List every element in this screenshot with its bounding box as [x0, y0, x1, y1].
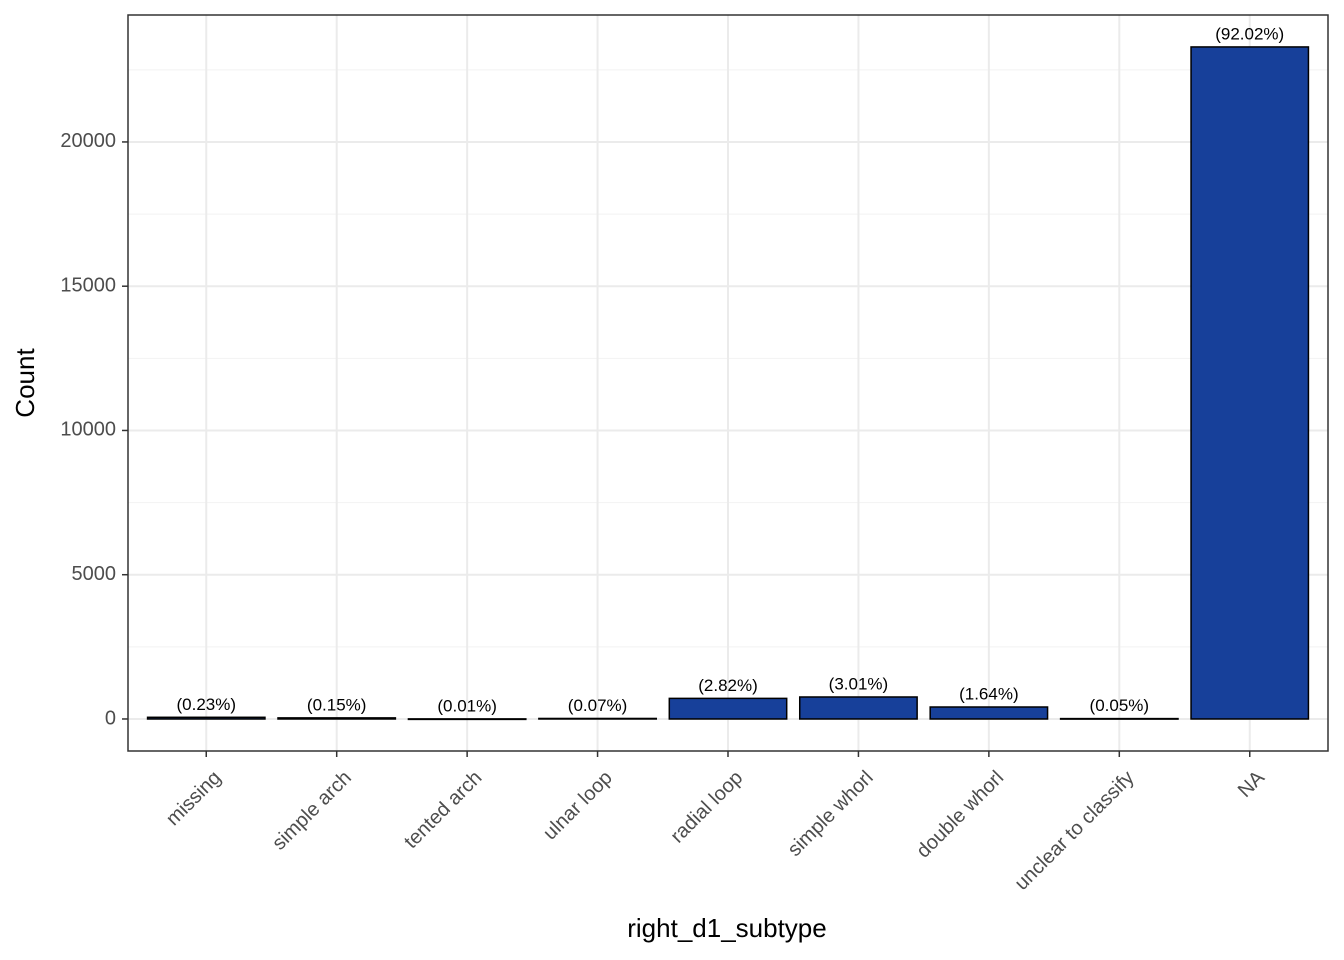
y-tick-label: 20000 [60, 130, 116, 152]
bar-annotation: (92.02%) [1215, 24, 1284, 43]
x-tick-label: missing [162, 767, 225, 830]
y-tick-label: 0 [105, 707, 116, 729]
x-tick-label: radial loop [666, 767, 747, 848]
y-tick-label: 15000 [60, 274, 116, 296]
x-tick-label: simple arch [268, 767, 356, 855]
bar [798, 696, 918, 720]
x-tick-label: double whorl [912, 767, 1008, 863]
x-tick-label: NA [1234, 766, 1270, 802]
y-axis-title: Count [10, 348, 40, 418]
bar [668, 697, 788, 720]
bar-annotation: (0.05%) [1090, 696, 1150, 715]
bar-annotation: (0.07%) [568, 696, 628, 715]
x-tick-label: simple whorl [784, 767, 878, 861]
bar-annotation: (0.01%) [437, 696, 497, 715]
bar [929, 706, 1049, 720]
bar-annotation: (0.23%) [176, 695, 236, 714]
bar-annotation: (3.01%) [829, 674, 889, 693]
panel-border [127, 14, 1329, 752]
y-tick-label: 10000 [60, 419, 116, 441]
bar [277, 717, 397, 720]
bar-annotation: (0.15%) [307, 695, 367, 714]
y-tick-label: 5000 [72, 563, 117, 585]
bar-annotation: (2.82%) [698, 676, 758, 695]
bar [146, 716, 266, 720]
bar [1059, 717, 1179, 720]
x-tick-label: ulnar loop [539, 767, 617, 845]
x-tick-label: tented arch [400, 767, 486, 853]
bar-annotation: (1.64%) [959, 684, 1019, 703]
bar [1190, 46, 1310, 720]
bar [538, 717, 658, 720]
x-tick-label: unclear to classify [1011, 767, 1139, 895]
x-axis-title: right_d1_subtype [627, 913, 826, 943]
bar [407, 718, 527, 721]
